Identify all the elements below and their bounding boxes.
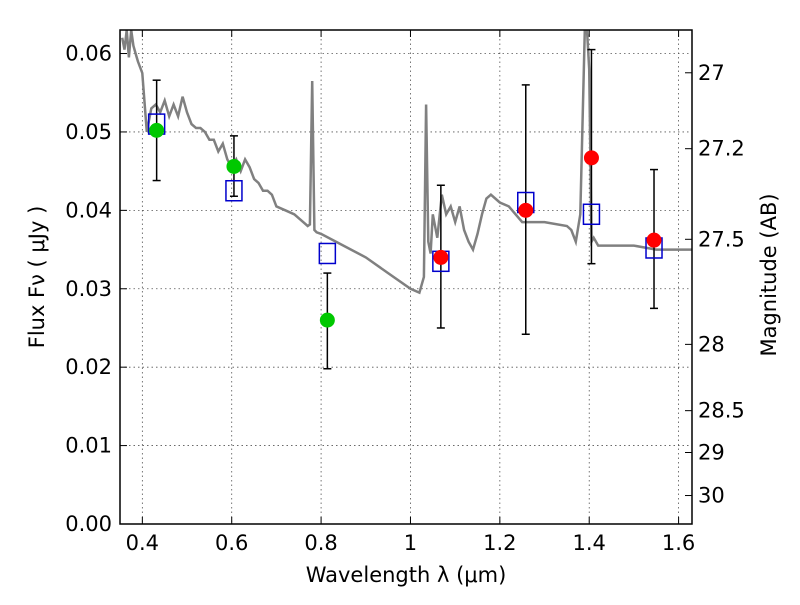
x-tick-label: 0.8 [304, 531, 337, 555]
observed-data-point [433, 249, 449, 265]
y-tick-label: 0.01 [65, 434, 112, 458]
x-tick-label: 0.6 [215, 531, 248, 555]
x-tick-label: 1.4 [573, 531, 606, 555]
observed-data-point [149, 122, 165, 138]
grid-layer [120, 30, 692, 525]
observed-data-point [646, 232, 662, 248]
observed-data-point [518, 202, 534, 218]
y-tick-label: 0.04 [65, 198, 112, 222]
x-axis-title: Wavelength λ (μm) [306, 563, 507, 587]
y2-tick-label: 30 [698, 484, 725, 508]
y-tick-label: 0.05 [65, 120, 112, 144]
model-photometry-square [318, 242, 337, 265]
y2-tick-label: 28 [698, 332, 725, 356]
observed-data-point [226, 158, 242, 174]
right-y-axis-title: Magnitude (AB) [757, 193, 781, 356]
observed-points-layer [149, 122, 662, 328]
y-tick-label: 0.03 [65, 277, 112, 301]
y-tick-label: 0.02 [65, 355, 112, 379]
y2-tick-label: 27 [698, 61, 725, 85]
y-axis-title: Flux Fν ( μJy ) [25, 206, 49, 349]
model-photometry-layer [147, 113, 663, 273]
y2-tick-label: 27.2 [698, 137, 745, 161]
observed-data-point [583, 150, 599, 166]
x-tick-label: 1.6 [662, 531, 695, 555]
y2-tick-label: 28.5 [698, 399, 745, 423]
plot-frame [119, 29, 693, 525]
spectrum-layer [120, 30, 692, 295]
y-tick-label: 0.06 [65, 42, 112, 66]
x-tick-label: 1 [404, 531, 417, 555]
y2-tick-label: 27.5 [698, 227, 745, 251]
model-spectrum-line [120, 30, 692, 295]
y-tick-label: 0.00 [65, 512, 112, 536]
tick-layer: 0.4 0.6 0.8 1 1.2 1.4 1.6 0.00 0.01 0.02 0.03 0.04 0… [65, 30, 745, 555]
model-photometry-square [225, 179, 243, 202]
y2-tick-label: 29 [698, 440, 725, 464]
x-tick-label: 0.4 [126, 531, 159, 555]
model-photometry-square [582, 203, 601, 226]
x-tick-label: 1.2 [483, 531, 516, 555]
observed-data-point [319, 312, 335, 328]
